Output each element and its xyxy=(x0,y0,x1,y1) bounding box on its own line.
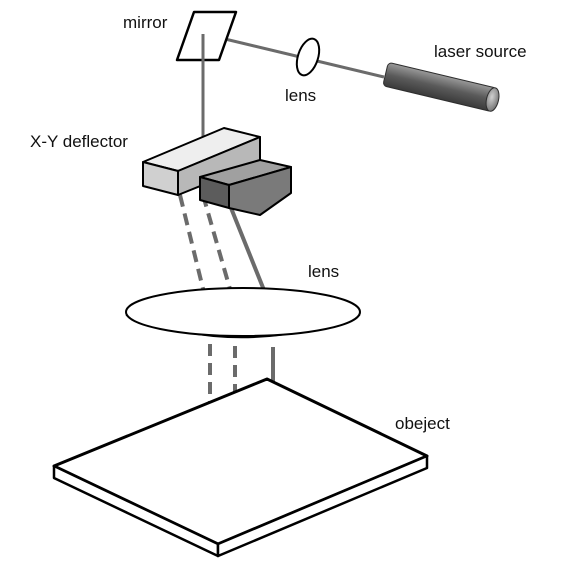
object-plate xyxy=(52,377,429,558)
mirror xyxy=(175,10,238,62)
label-mirror: mirror xyxy=(123,13,168,32)
label-xy-deflector: X-Y deflector xyxy=(30,132,128,151)
label-lens-main: lens xyxy=(308,262,339,281)
lens-small xyxy=(295,37,321,77)
label-laser-source: laser source xyxy=(434,42,527,61)
label-lens-top: lens xyxy=(285,86,316,105)
laser-beam-horizontal xyxy=(199,31,385,79)
laser-source xyxy=(383,62,500,112)
label-object: obeject xyxy=(395,414,450,433)
xy-deflector xyxy=(142,127,292,216)
lens-main xyxy=(125,287,361,339)
